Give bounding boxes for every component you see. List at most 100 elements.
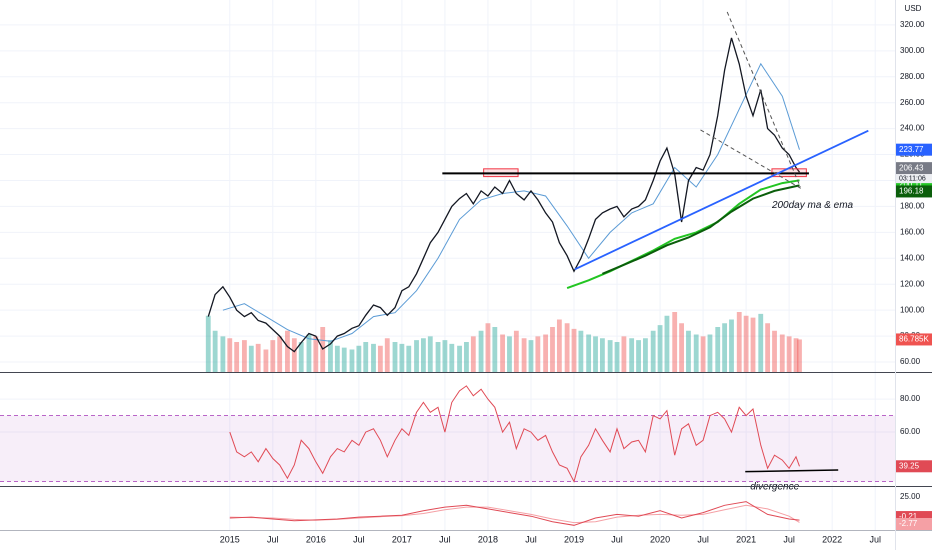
volume-bar	[384, 338, 390, 372]
volume-bar	[328, 340, 333, 372]
volume-bar	[797, 339, 802, 372]
volume-bar	[607, 340, 613, 372]
x-tick-label: Jul	[869, 534, 881, 544]
volume-bar	[248, 345, 254, 372]
rsi-last-value-bg	[896, 460, 932, 473]
volume-bar	[599, 338, 605, 372]
y-tick-label: 280.00	[900, 72, 925, 81]
moving-average	[222, 62, 800, 342]
volume-bar	[212, 330, 218, 372]
volume-bar	[736, 312, 742, 372]
volume-bar	[255, 343, 261, 372]
volume-bar	[672, 312, 678, 372]
volume-bar	[313, 336, 319, 372]
volume-bar	[306, 334, 312, 372]
volume-bar	[399, 343, 405, 372]
volume-bar	[420, 338, 426, 372]
signal-last-value: -2.77	[899, 519, 918, 528]
volume-bar	[435, 342, 441, 372]
rsi-last-value: 39.25	[899, 461, 920, 470]
x-tick-label: 2019	[564, 534, 584, 544]
x-tick-label: 2020	[650, 534, 670, 544]
volume-bar	[285, 330, 290, 372]
volume-bar	[371, 343, 376, 372]
countdown: 03:11:06	[899, 175, 926, 182]
volume-bar	[528, 340, 534, 372]
volume-bar	[220, 336, 226, 372]
axes: 2015 Jul 2016 Jul 2017 Jul 2018 Jul 2019 Jul 2020 J…	[220, 20, 932, 544]
volume-bar	[205, 315, 211, 372]
volume-bar	[636, 340, 641, 372]
y-tick-label: 140.00	[900, 253, 925, 262]
volume-bar	[550, 327, 555, 372]
volume-bar	[758, 313, 764, 372]
volume-bar	[643, 338, 648, 372]
x-tick-label: Jul	[353, 534, 365, 544]
y-tick-label: 260.00	[900, 98, 925, 107]
volume-bar	[414, 340, 419, 372]
trend-line	[574, 129, 869, 271]
macd-line	[229, 501, 800, 526]
volume-bar	[743, 315, 749, 372]
volume-bar	[700, 336, 706, 372]
ma-last-value-bg	[896, 143, 932, 156]
divergence-line	[745, 469, 839, 473]
y-tick-label: 320.00	[900, 20, 925, 29]
volume-bar	[543, 334, 549, 372]
volume-bar	[341, 347, 347, 372]
volume-bar	[650, 330, 656, 372]
y-tick-label: 240.00	[900, 124, 925, 133]
volume-bar	[356, 345, 362, 372]
volume-bar	[485, 323, 491, 372]
volume-bar	[693, 334, 699, 372]
ma-last-value-bg	[896, 185, 932, 198]
volume-bar	[707, 334, 713, 372]
volume-last-value-bg	[896, 333, 932, 346]
rsi-tick-label: 80.00	[900, 394, 921, 403]
macd-last-value: -0.21	[899, 512, 918, 521]
y-tick-label: 120.00	[900, 279, 925, 288]
trend-line	[726, 11, 801, 188]
volume-bar	[750, 317, 756, 372]
annotation-text: 200day ma & ema	[771, 200, 854, 211]
volume-last-value: 86.785K	[899, 335, 929, 344]
volume-bar	[291, 338, 297, 372]
countdown-bg	[896, 174, 932, 184]
volume-bar	[377, 345, 383, 372]
x-tick-label: 2015	[220, 534, 240, 544]
volume-bar	[556, 319, 562, 372]
volume-bar	[334, 345, 340, 372]
y-tick-label: 300.00	[900, 46, 925, 55]
last-price-bg	[896, 162, 932, 175]
volume-bar	[349, 349, 355, 372]
y-tick-label: 100.00	[900, 305, 925, 314]
volume-bar	[772, 330, 777, 372]
volume-bar	[500, 334, 505, 372]
volume-bar	[464, 342, 469, 372]
volume-bar	[457, 345, 462, 372]
volume-bar	[715, 327, 721, 372]
x-tick-label: Jul	[611, 534, 623, 544]
x-tick-label: Jul	[439, 534, 451, 544]
y-tick-label: 160.00	[900, 227, 925, 236]
currency: USD	[905, 4, 922, 13]
volume-bar	[263, 349, 269, 372]
volume-bar	[507, 336, 512, 372]
x-tick-label: 2017	[392, 534, 412, 544]
volume-bar	[679, 323, 684, 372]
volume-bar	[586, 334, 592, 372]
macd-tick-label: 25.00	[900, 492, 921, 501]
volume-bar	[657, 325, 663, 372]
volume-bar	[363, 342, 369, 372]
volume-bar	[470, 336, 476, 372]
x-tick-label: 2021	[736, 534, 756, 544]
volume-bar	[478, 330, 484, 372]
annotation-text: divergence	[750, 482, 799, 493]
volume-bar	[406, 345, 412, 372]
last-price: 206.43	[899, 163, 924, 172]
volume-bar	[729, 319, 734, 372]
volume-bar	[564, 323, 570, 372]
price-line	[207, 37, 801, 353]
volume-bar	[392, 342, 398, 372]
